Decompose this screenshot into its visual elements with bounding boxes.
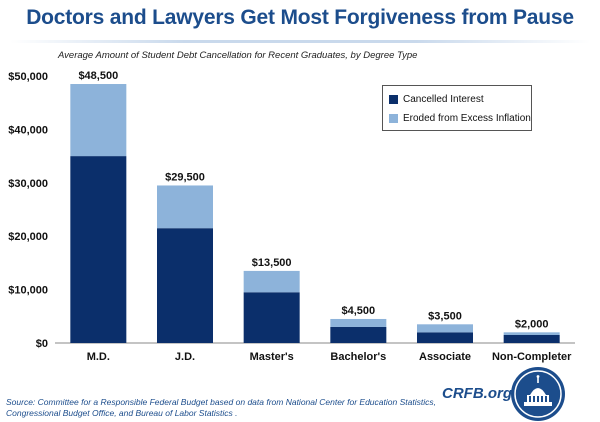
bar-cancelled-interest	[503, 334, 560, 343]
chart-title: Doctors and Lawyers Get Most Forgiveness…	[26, 6, 574, 29]
legend-item-cancelled-interest: Cancelled Interest	[389, 92, 484, 106]
bar-total-label: $29,500	[165, 171, 205, 183]
y-tick-label: $10,000	[8, 285, 48, 297]
y-tick-label: $20,000	[8, 231, 48, 243]
bar-eroded-inflation	[417, 324, 473, 333]
y-tick-label: $50,000	[8, 71, 48, 83]
x-tick-label: M.D.	[87, 351, 110, 363]
bar-cancelled-interest	[330, 326, 387, 343]
bar-eroded-inflation	[330, 318, 387, 327]
legend-label-cancelled-interest: Cancelled Interest	[403, 93, 484, 105]
bar-total-label: $2,000	[515, 318, 549, 330]
bar-cancelled-interest	[417, 332, 473, 343]
bar-total-label: $13,500	[252, 257, 292, 269]
bar-eroded-inflation	[243, 270, 300, 293]
x-tick-label: Associate	[419, 351, 471, 363]
chart-subtitle: Average Amount of Student Debt Cancellat…	[58, 50, 418, 61]
legend-swatch-eroded-inflation	[389, 113, 398, 123]
bar-cancelled-interest	[157, 228, 213, 343]
bar-total-label: $3,500	[428, 310, 462, 322]
chart-legend: Cancelled Interest Eroded from Excess In…	[382, 85, 532, 131]
bar-eroded-inflation	[503, 332, 560, 335]
capitol-logo-icon	[511, 367, 565, 421]
bar-total-label: $48,500	[78, 70, 118, 82]
bar-cancelled-interest	[70, 156, 127, 343]
legend-swatch-cancelled-interest	[389, 94, 398, 104]
y-tick-label: $40,000	[8, 124, 48, 136]
x-tick-label: J.D.	[175, 351, 195, 363]
y-tick-label: $0	[36, 338, 48, 350]
source-note: Source: Committee for a Responsible Fede…	[6, 397, 436, 418]
stacked-bar-chart: $0 $10,000 $20,000 $30,000 $40,000 $50,000 $48…	[8, 70, 575, 363]
x-tick-label: Non-Completer	[492, 351, 572, 363]
legend-item-eroded-inflation: Eroded from Excess Inflation	[389, 111, 531, 125]
bar-eroded-inflation	[157, 185, 213, 229]
x-tick-label: Bachelor's	[330, 351, 386, 363]
legend-label-eroded-inflation: Eroded from Excess Inflation	[403, 112, 531, 124]
brand-link[interactable]: CRFB.org	[442, 385, 512, 402]
bar-cancelled-interest	[243, 292, 300, 343]
title-divider	[10, 40, 590, 43]
y-tick-label: $30,000	[8, 178, 48, 190]
x-tick-label: Master's	[250, 351, 294, 363]
bar-eroded-inflation	[70, 84, 127, 157]
bar-total-label: $4,500	[342, 305, 376, 317]
